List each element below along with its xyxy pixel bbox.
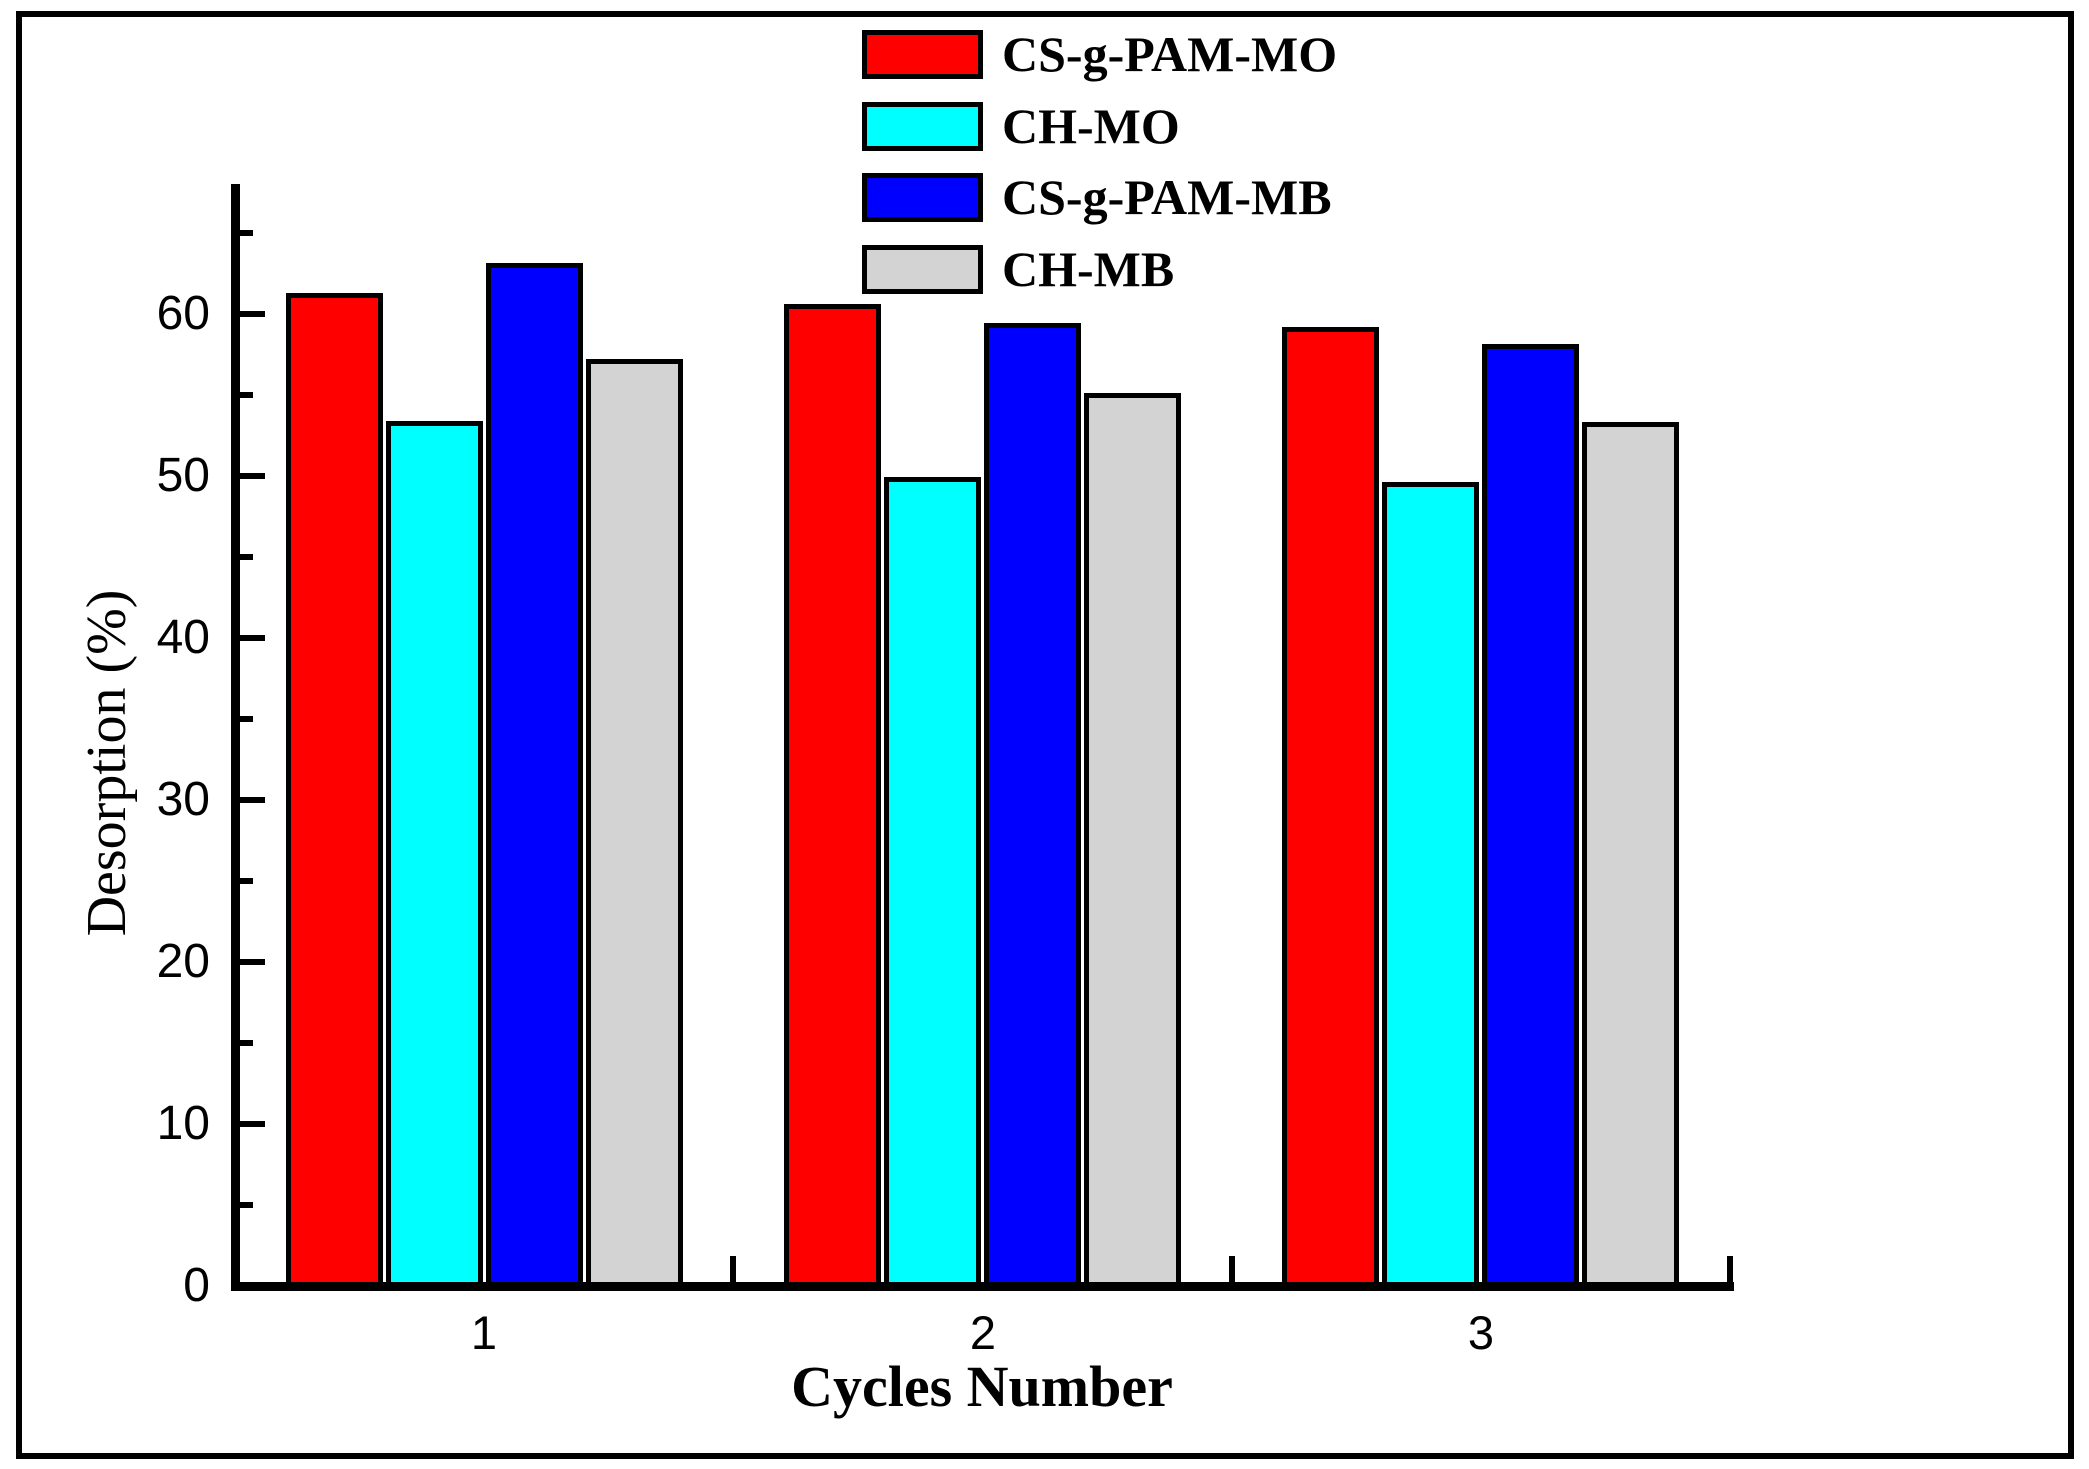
legend-swatch-ch-mb: [862, 245, 983, 294]
y-major-tick-50: [239, 473, 265, 479]
x-axis: [231, 1282, 1734, 1291]
x-boundary-tick-2: [1229, 1256, 1235, 1282]
legend-label-ch-mo: CH-MO: [1002, 98, 1180, 154]
bar-cs-g-pam-mo-cycle-3: [1282, 327, 1379, 1288]
bar-cs-g-pam-mb-cycle-2: [984, 323, 1081, 1288]
legend-swatch-ch-mo: [862, 102, 983, 151]
bar-ch-mb-cycle-3: [1582, 422, 1679, 1288]
bar-cs-g-pam-mo-cycle-1: [286, 293, 383, 1288]
bar-cs-g-pam-mb-cycle-1: [486, 263, 583, 1288]
bar-cs-g-pam-mb-cycle-3: [1482, 344, 1579, 1288]
y-tick-label-30: 30: [156, 773, 210, 826]
y-tick-label-0: 0: [183, 1259, 210, 1312]
y-minor-tick-35: [239, 716, 253, 722]
y-minor-tick-45: [239, 554, 253, 560]
y-major-tick-40: [239, 635, 265, 641]
x-boundary-tick-1: [730, 1256, 736, 1282]
y-major-tick-10: [239, 1121, 265, 1127]
legend-label-cs-g-pam-mo: CS-g-PAM-MO: [1002, 26, 1338, 82]
y-minor-tick-15: [239, 1040, 253, 1046]
x-tick-label-1: 1: [470, 1306, 498, 1359]
bar-ch-mo-cycle-3: [1382, 482, 1479, 1288]
legend-swatch-cs-g-pam-mo: [862, 30, 983, 79]
x-boundary-tick-3: [1727, 1256, 1733, 1282]
legend-label-ch-mb: CH-MB: [1002, 241, 1175, 297]
y-minor-tick-65: [239, 230, 253, 236]
x-axis-title: Cycles Number: [791, 1354, 1173, 1419]
y-tick-label-10: 10: [156, 1097, 210, 1150]
y-axis: [231, 184, 240, 1291]
y-major-tick-30: [239, 797, 265, 803]
bar-ch-mb-cycle-2: [1084, 393, 1181, 1288]
y-tick-label-60: 60: [156, 287, 210, 340]
bar-ch-mo-cycle-1: [386, 421, 483, 1288]
y-axis-title: Desorption (%): [76, 589, 138, 937]
y-minor-tick-55: [239, 392, 253, 398]
y-tick-label-50: 50: [156, 449, 210, 502]
legend-swatch-cs-g-pam-mb: [862, 173, 983, 222]
x-tick-label-2: 2: [969, 1306, 997, 1359]
bar-ch-mb-cycle-1: [586, 359, 683, 1288]
bar-ch-mo-cycle-2: [884, 477, 981, 1288]
y-major-tick-20: [239, 959, 265, 965]
figure-border: [16, 11, 2074, 1459]
y-minor-tick-25: [239, 878, 253, 884]
y-tick-label-20: 20: [156, 935, 210, 988]
bar-cs-g-pam-mo-cycle-2: [784, 304, 881, 1288]
y-major-tick-60: [239, 311, 265, 317]
legend-label-cs-g-pam-mb: CS-g-PAM-MB: [1002, 169, 1332, 225]
y-minor-tick-5: [239, 1202, 253, 1208]
y-tick-label-40: 40: [156, 611, 210, 664]
x-tick-label-3: 3: [1467, 1306, 1495, 1359]
